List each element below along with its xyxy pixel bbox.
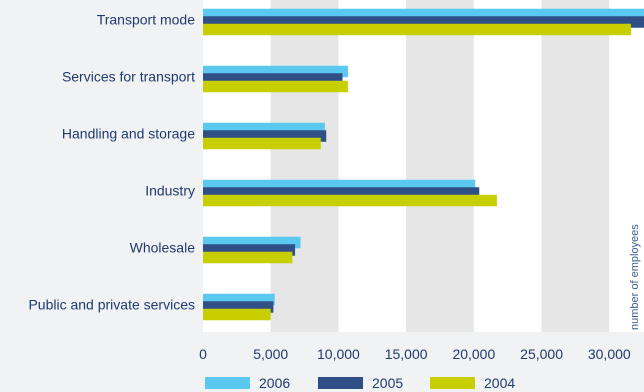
bar-2004-0 xyxy=(203,23,631,36)
grid-band xyxy=(406,0,474,332)
x-tick-label: 30,000 xyxy=(588,346,631,362)
bar-2005-2 xyxy=(203,130,327,142)
legend-label: 2004 xyxy=(484,375,515,391)
grid-band xyxy=(609,0,644,332)
grid-band xyxy=(473,0,542,332)
bar-2006-3 xyxy=(203,179,476,192)
grid-band xyxy=(541,0,610,332)
bar-2006-1 xyxy=(203,65,348,78)
bar-2006-5 xyxy=(203,293,275,306)
category-label: Wholesale xyxy=(130,240,196,256)
bar-2004-5 xyxy=(203,308,271,321)
category-label: Transport mode xyxy=(97,12,196,28)
x-tick-label: 0 xyxy=(199,346,207,362)
x-tick-label: 10,000 xyxy=(317,346,360,362)
bar-2005-4 xyxy=(203,244,296,256)
bar-2004-3 xyxy=(203,194,497,207)
category-label: Public and private services xyxy=(28,297,195,313)
legend: 2006 2005 2004 xyxy=(205,375,515,391)
category-labels: Transport mode Services for transport Hand… xyxy=(28,12,195,313)
bar-2004-4 xyxy=(203,251,293,264)
grid-band xyxy=(203,0,271,332)
category-label: Industry xyxy=(145,183,195,199)
y-axis-label: number of employees xyxy=(629,224,641,330)
legend-label: 2006 xyxy=(259,375,290,391)
legend-swatch xyxy=(430,377,475,389)
grid-band xyxy=(270,0,339,332)
x-tick-label: 25,000 xyxy=(520,346,563,362)
bar-2006-2 xyxy=(203,122,325,135)
grid-bands xyxy=(203,0,644,332)
legend-swatch xyxy=(205,377,250,389)
bar-2004-1 xyxy=(203,80,348,93)
grid-band xyxy=(338,0,407,332)
bars xyxy=(203,8,644,321)
category-label: Handling and storage xyxy=(62,126,195,142)
category-label: Services for transport xyxy=(62,69,195,85)
legend-label: 2005 xyxy=(372,375,403,391)
legend-swatch xyxy=(318,377,363,389)
bar-2006-0 xyxy=(203,8,644,21)
bar-2005-0 xyxy=(203,16,644,28)
bar-2006-4 xyxy=(203,236,301,249)
bar-2005-3 xyxy=(203,187,480,199)
x-tick-labels: 05,00010,00015,00020,00025,00030,00035,0… xyxy=(199,346,631,362)
bar-2004-2 xyxy=(203,137,321,150)
x-tick-label: 20,000 xyxy=(452,346,495,362)
x-tick-label: 15,000 xyxy=(385,346,428,362)
bar-2005-5 xyxy=(203,301,274,313)
x-tick-label: 5,000 xyxy=(253,346,288,362)
bar-2005-1 xyxy=(203,73,343,85)
